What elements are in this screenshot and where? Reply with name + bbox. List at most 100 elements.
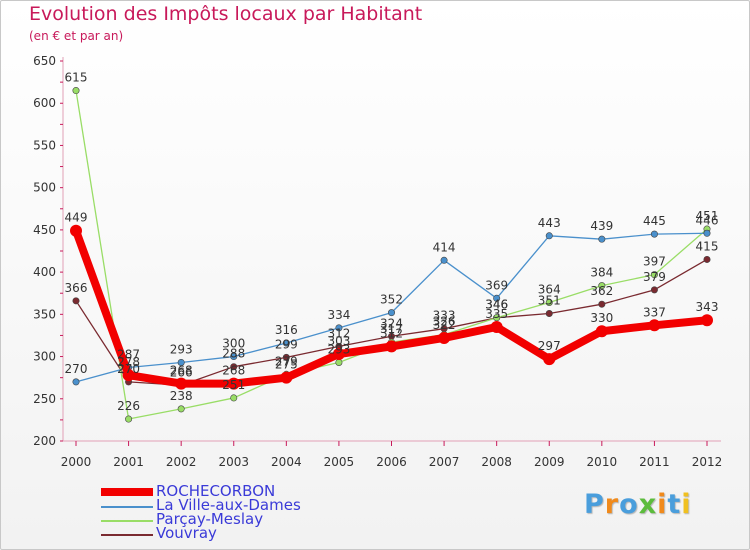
data-point-rochecorbon: [595, 325, 608, 338]
data-point-rochecorbon: [648, 319, 661, 332]
data-label: 343: [696, 300, 719, 314]
x-tick-label: 2002: [166, 455, 197, 469]
data-point-la-ville-aux-dames: [335, 324, 343, 332]
data-point-la-ville-aux-dames: [230, 353, 238, 361]
data-label: 279: [275, 354, 298, 368]
data-label: 312: [327, 326, 350, 340]
data-point-parcay-meslay: [72, 87, 80, 95]
data-label: 299: [275, 337, 298, 351]
data-label: 369: [485, 278, 508, 292]
x-tick-label: 2010: [587, 455, 618, 469]
data-point-rochecorbon: [543, 353, 556, 366]
data-label: 275: [275, 358, 298, 372]
y-tick-label: 350: [33, 307, 56, 321]
data-label: 300: [222, 337, 245, 351]
data-point-vouvray: [598, 300, 606, 308]
data-label: 270: [117, 362, 140, 376]
chart-title: Evolution des Impôts locaux par Habitant: [29, 3, 423, 25]
data-label: 317: [380, 322, 403, 336]
data-label: 293: [327, 342, 350, 356]
data-label: 270: [65, 362, 88, 376]
data-point-la-ville-aux-dames: [598, 235, 606, 243]
data-point-la-ville-aux-dames: [72, 378, 80, 386]
data-point-vouvray: [545, 309, 553, 317]
data-label: 268: [222, 364, 245, 378]
data-point-parcay-meslay: [650, 271, 658, 279]
data-point-vouvray: [703, 255, 711, 263]
data-point-rochecorbon: [70, 224, 82, 237]
data-point-la-ville-aux-dames: [703, 229, 711, 237]
y-tick-label: 250: [33, 392, 56, 406]
series-layer: [70, 87, 713, 423]
data-label: 330: [590, 311, 613, 325]
data-point-la-ville-aux-dames: [650, 230, 658, 238]
data-label: 415: [696, 239, 719, 253]
data-label: 366: [65, 281, 88, 295]
data-label: 268: [170, 364, 193, 378]
x-tick-label: 2004: [271, 455, 302, 469]
data-point-parcay-meslay: [598, 282, 606, 290]
legend-label: Vouvray: [156, 524, 217, 542]
y-tick-label: 300: [33, 350, 56, 364]
data-label: 251: [222, 378, 245, 392]
series-la-ville-aux-dames: [72, 229, 711, 386]
data-label: 333: [433, 309, 456, 323]
legend-swatch: [101, 488, 153, 496]
data-label: 615: [65, 71, 88, 85]
data-label: 449: [65, 211, 88, 225]
data-point-la-ville-aux-dames: [387, 309, 395, 317]
data-label: 297: [538, 339, 561, 353]
data-label: 443: [538, 216, 561, 230]
data-label: 445: [643, 214, 666, 228]
data-label: 352: [380, 293, 403, 307]
data-point-vouvray: [650, 286, 658, 294]
data-label: 446: [696, 213, 719, 227]
data-label: 346: [485, 298, 508, 312]
x-tick-label: 2006: [376, 455, 407, 469]
data-point-la-ville-aux-dames: [440, 256, 448, 264]
y-tick-label: 650: [33, 54, 56, 68]
legend-swatch: [101, 520, 153, 522]
data-label: 226: [117, 399, 140, 413]
data-label: 362: [590, 284, 613, 298]
data-point-la-ville-aux-dames: [493, 294, 501, 302]
data-label: 439: [590, 219, 613, 233]
x-tick-label: 2012: [692, 455, 723, 469]
x-tick-label: 2000: [61, 455, 92, 469]
x-tick-label: 2007: [429, 455, 460, 469]
data-label: 303: [327, 334, 350, 348]
x-tick-label: 2001: [113, 455, 144, 469]
data-point-rochecorbon: [280, 371, 293, 384]
data-label: 316: [275, 323, 298, 337]
data-label: 337: [643, 305, 666, 319]
data-label: 335: [485, 307, 508, 321]
x-tick-label: 2005: [324, 455, 355, 469]
data-point-rochecorbon: [701, 314, 713, 327]
data-label: 324: [380, 316, 403, 330]
data-point-parcay-meslay: [493, 314, 501, 322]
data-label: 397: [643, 255, 666, 269]
data-point-rochecorbon: [438, 331, 451, 344]
legend-label: ROCHECORBON: [156, 482, 276, 500]
data-label: 351: [538, 293, 561, 307]
data-label: 346: [485, 298, 508, 312]
data-label: 322: [433, 318, 456, 332]
data-point-rochecorbon: [490, 321, 503, 333]
data-label: 414: [433, 240, 456, 254]
data-point-la-ville-aux-dames: [282, 339, 290, 347]
data-label: 379: [643, 270, 666, 284]
data-point-vouvray: [72, 297, 80, 305]
data-point-parcay-meslay: [230, 394, 238, 402]
chart-subtitle: (en € et par an): [29, 29, 124, 43]
y-tick-label: 600: [33, 96, 56, 110]
data-point-parcay-meslay: [125, 415, 133, 423]
data-label: 293: [170, 342, 193, 356]
series-rochecorbon: [70, 224, 713, 390]
axes: 200 250 300 350 400 450 500 550 600 650 2000 2001 20…: [33, 54, 722, 469]
data-label: 238: [170, 389, 193, 403]
data-point-rochecorbon: [385, 340, 398, 353]
data-point-rochecorbon: [175, 377, 188, 390]
data-label: 288: [222, 347, 245, 361]
